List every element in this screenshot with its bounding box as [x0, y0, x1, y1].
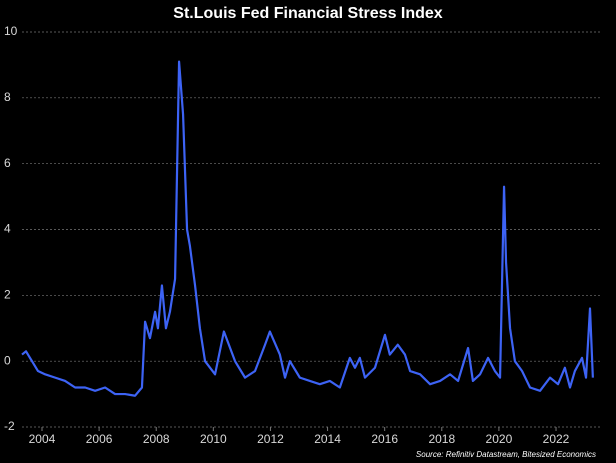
x-tick-label: 2010	[200, 432, 227, 446]
x-tick-label: 2018	[428, 432, 455, 446]
y-tick-label: 10	[4, 24, 18, 38]
x-tick-label: 2006	[86, 432, 113, 446]
x-tick-label: 2004	[29, 432, 56, 446]
y-tick-label: -2	[4, 419, 15, 433]
y-tick-label: 6	[4, 156, 11, 170]
y-tick-label: 8	[4, 90, 11, 104]
y-tick-label: 4	[4, 222, 11, 236]
y-tick-label: 2	[4, 288, 11, 302]
data-line	[21, 60, 594, 397]
x-tick-label: 2012	[257, 432, 284, 446]
x-tick-label: 2008	[143, 432, 170, 446]
source-note: Source: Refinitiv Datastream, Bitesized …	[416, 450, 596, 459]
x-tick-label: 2014	[314, 432, 341, 446]
x-tick-label: 2022	[543, 432, 570, 446]
chart-title: St.Louis Fed Financial Stress Index	[173, 5, 443, 22]
y-tick-label: 0	[4, 353, 11, 367]
x-tick-label: 2020	[486, 432, 513, 446]
x-tick-label: 2016	[371, 432, 398, 446]
